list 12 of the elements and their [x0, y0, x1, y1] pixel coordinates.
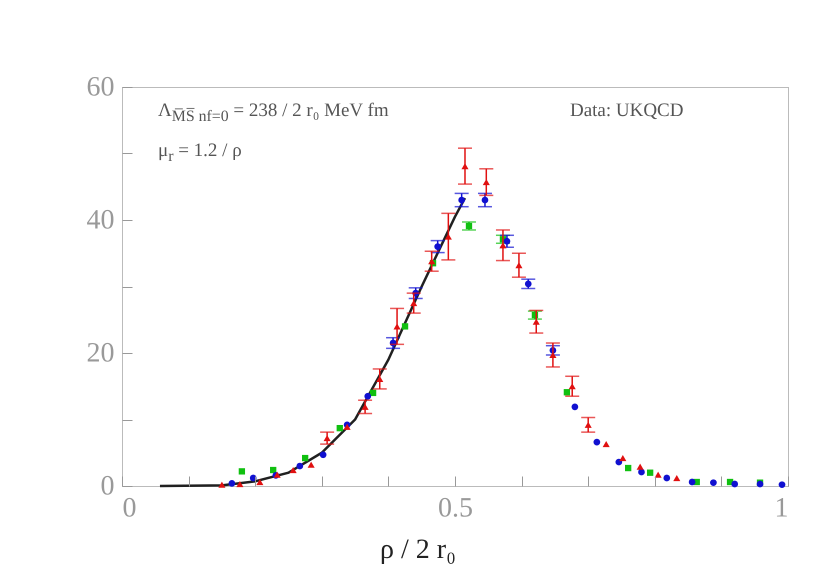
x-axis-title: ρ / 2 r₀ — [380, 534, 456, 566]
annotation: μ$_{r}$ = 1.2 / ρ — [158, 140, 242, 166]
y-tick-label: 60 — [86, 72, 114, 102]
x-tick-label: 1 — [774, 492, 788, 524]
y-tick-label: 40 — [86, 204, 114, 236]
annotation: Λ$_{M̅S̅ nf=0}$ = 238 / 2 r₀ MeV fm — [158, 100, 389, 126]
y-tick-label: 20 — [86, 338, 114, 368]
y-tick-label: 0 — [100, 470, 114, 502]
annotation: Data: UKQCD — [570, 100, 684, 122]
line-series — [158, 196, 466, 488]
x-tick-label: 0.5 — [438, 492, 473, 524]
x-tick-label: 0 — [122, 492, 136, 524]
